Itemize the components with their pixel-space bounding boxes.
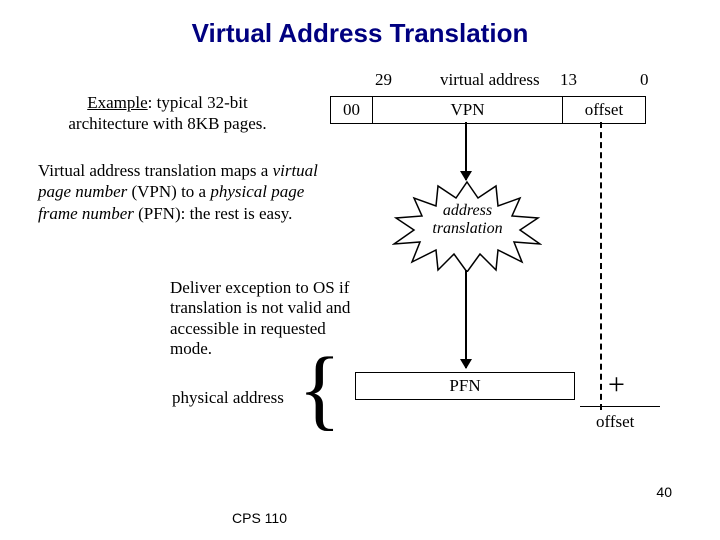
page-title: Virtual Address Translation — [0, 0, 720, 49]
bit-13-label: 13 — [560, 70, 577, 90]
va-cell-offset: offset — [563, 97, 645, 123]
maps-t2: (VPN) to a — [127, 182, 210, 201]
maps-t3: (PFN): the rest is easy. — [134, 204, 293, 223]
plus-rule-icon — [580, 406, 660, 407]
example-underline: Example — [87, 93, 147, 112]
arrow-burst-to-pfn-icon — [465, 270, 467, 368]
pfn-bar: PFN — [355, 372, 575, 400]
brace-icon: { — [298, 345, 341, 435]
plus-icon: + — [608, 368, 625, 402]
maps-text: Virtual address translation maps a virtu… — [38, 160, 318, 224]
virtual-address-bar: 00 VPN offset — [330, 96, 646, 124]
burst-label: address translation — [410, 202, 525, 239]
bit-29-label: 29 — [375, 70, 392, 90]
footer-page: 40 — [656, 484, 672, 500]
maps-t1: Virtual address translation maps a — [38, 161, 273, 180]
physical-address-label: physical address — [172, 388, 284, 408]
va-cell-vpn: VPN — [373, 97, 563, 123]
result-offset-label: offset — [596, 412, 634, 432]
footer-course: CPS 110 — [232, 510, 287, 526]
va-cell-00: 00 — [331, 97, 373, 123]
virtual-address-label: virtual address — [440, 70, 540, 90]
bit-0-label: 0 — [640, 70, 649, 90]
offset-dashed-line-icon — [600, 122, 602, 410]
example-text: Example: typical 32-bit architecture wit… — [55, 92, 280, 135]
arrow-vpn-to-burst-icon — [465, 122, 467, 180]
